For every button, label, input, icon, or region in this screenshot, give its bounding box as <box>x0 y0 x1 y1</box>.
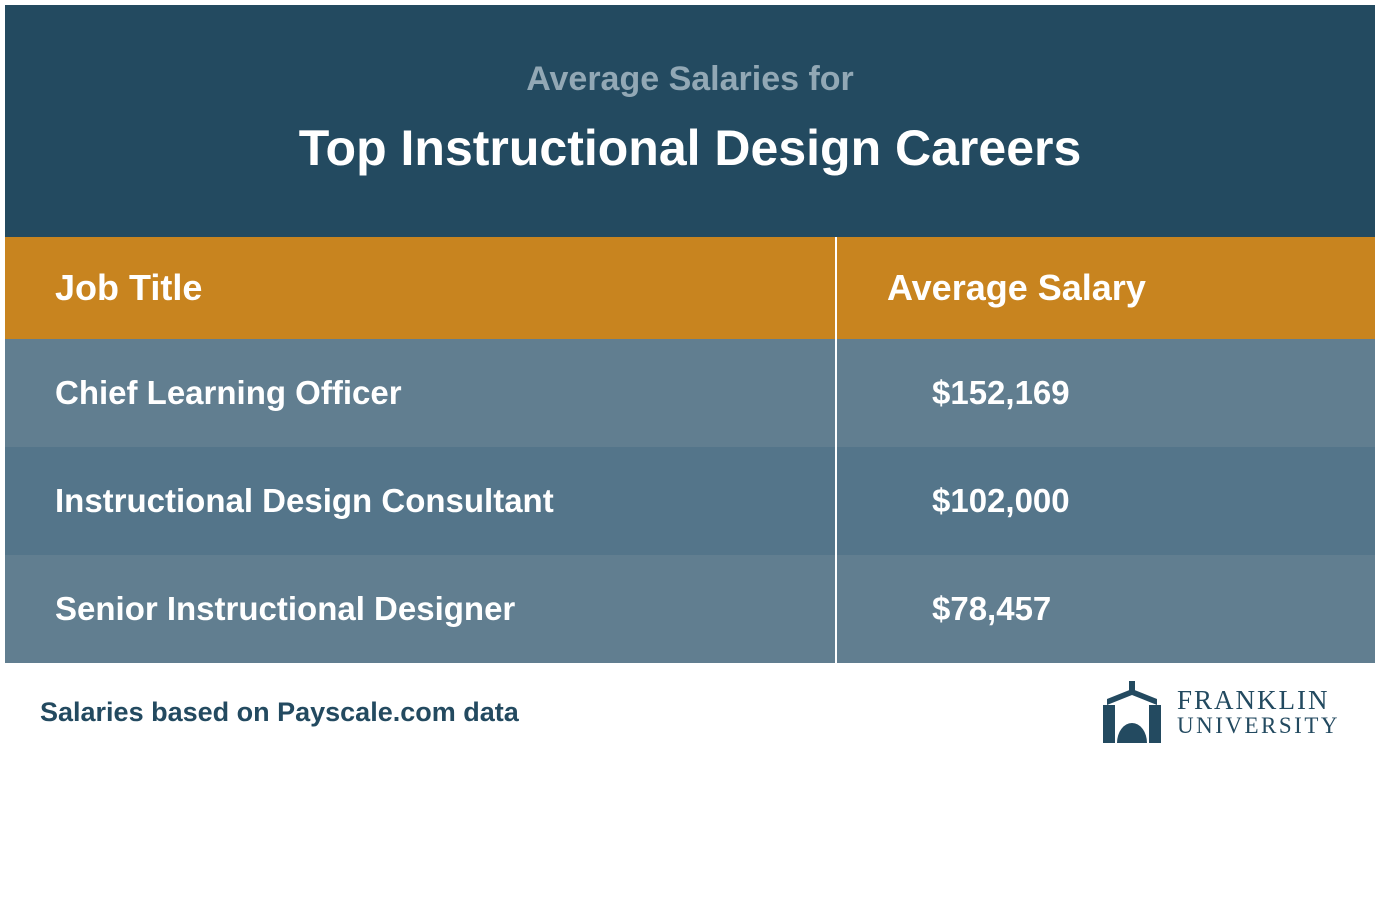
table-row: Instructional Design Consultant $102,000 <box>5 447 1375 555</box>
logo-text-franklin: FRANKLIN <box>1177 687 1340 714</box>
column-header-salary: Average Salary <box>835 237 1375 339</box>
header-title: Top Instructional Design Careers <box>45 119 1335 177</box>
table-header-row: Job Title Average Salary <box>5 237 1375 339</box>
table-row: Senior Instructional Designer $78,457 <box>5 555 1375 663</box>
salary-cell: $152,169 <box>835 339 1375 447</box>
infographic-footer: Salaries based on Payscale.com data FRAN… <box>5 663 1375 753</box>
header-subtitle: Average Salaries for <box>45 60 1335 99</box>
salary-infographic: Average Salaries for Top Instructional D… <box>5 5 1375 753</box>
franklin-logo: FRANKLIN UNIVERSITY <box>1097 681 1340 743</box>
job-title-cell: Senior Instructional Designer <box>5 555 835 663</box>
salary-cell: $78,457 <box>835 555 1375 663</box>
salary-cell: $102,000 <box>835 447 1375 555</box>
table-row: Chief Learning Officer $152,169 <box>5 339 1375 447</box>
column-header-job: Job Title <box>5 237 835 339</box>
logo-text-university: UNIVERSITY <box>1177 714 1340 737</box>
infographic-header: Average Salaries for Top Instructional D… <box>5 5 1375 237</box>
job-title-cell: Chief Learning Officer <box>5 339 835 447</box>
job-title-cell: Instructional Design Consultant <box>5 447 835 555</box>
data-source-text: Salaries based on Payscale.com data <box>40 697 519 728</box>
franklin-logo-text: FRANKLIN UNIVERSITY <box>1177 687 1340 737</box>
franklin-logo-icon <box>1097 681 1167 743</box>
